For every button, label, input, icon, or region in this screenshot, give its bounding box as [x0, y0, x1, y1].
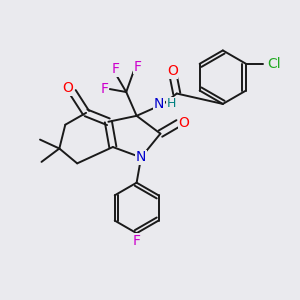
Text: F: F — [134, 60, 142, 74]
Text: F: F — [133, 234, 141, 248]
Text: O: O — [62, 82, 73, 95]
Text: Cl: Cl — [267, 57, 281, 71]
Text: O: O — [179, 116, 190, 130]
Text: O: O — [167, 64, 178, 78]
Text: H: H — [167, 98, 176, 110]
Text: F: F — [112, 62, 120, 76]
Text: N: N — [136, 150, 146, 164]
Text: N: N — [154, 97, 164, 111]
Text: F: F — [100, 82, 109, 96]
